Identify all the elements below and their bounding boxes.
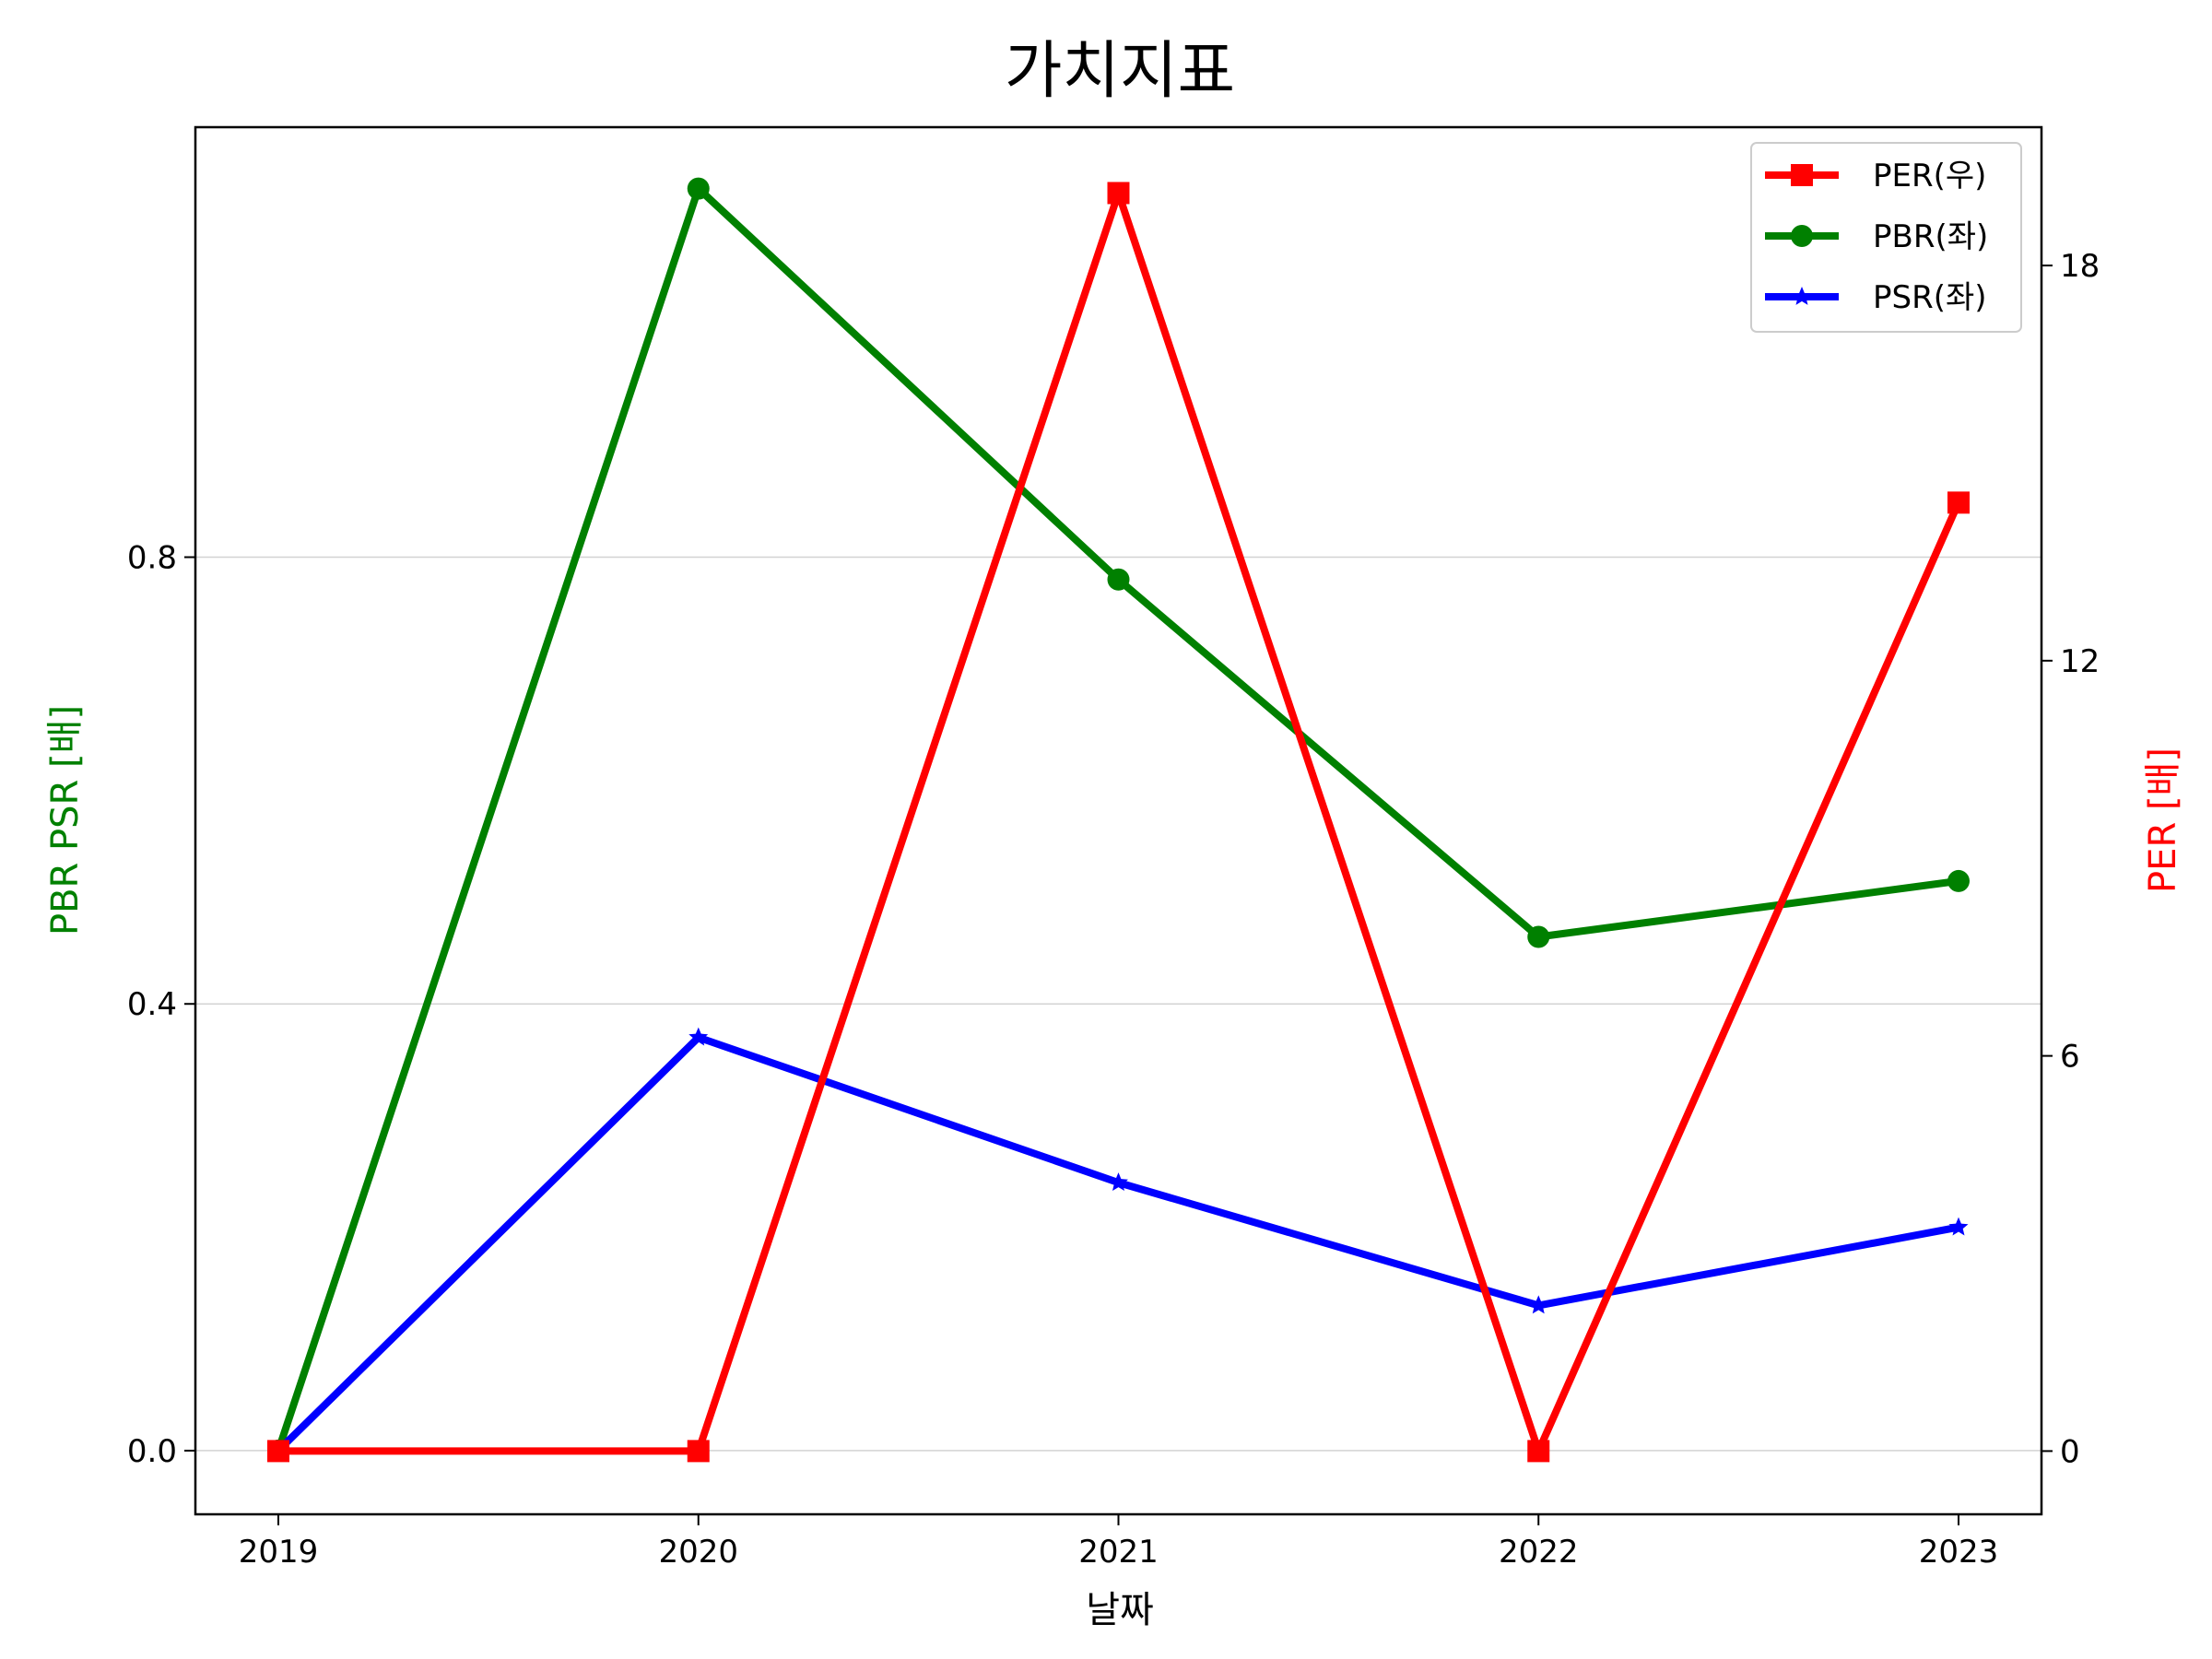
data-point-pbr <box>1947 869 1970 892</box>
data-point-psr <box>688 1027 709 1046</box>
legend-label-psr: PSR(좌) <box>1873 279 1987 316</box>
data-point-pbr <box>687 177 710 200</box>
data-point-pbr <box>1107 568 1130 591</box>
data-point-psr <box>1109 1172 1128 1191</box>
right-y-axis-label: PER [배] <box>2142 747 2184 893</box>
legend-box <box>1750 142 2022 333</box>
series-pbr <box>267 177 1970 1462</box>
left-y-tick-label: 0.0 <box>127 1433 177 1470</box>
legend-marker-pbr <box>1791 225 1813 247</box>
legend-entries: PER(우) PBR(좌) PSR(좌) <box>1765 158 1988 316</box>
x-tick-label: 2019 <box>239 1534 319 1571</box>
legend-marker-psr <box>1792 287 1812 305</box>
data-point-per <box>1527 1440 1550 1463</box>
right-y-tick-label: 0 <box>2060 1433 2080 1470</box>
chart-title: 가치지표 <box>1005 35 1235 108</box>
x-tick-label: 2020 <box>658 1534 738 1571</box>
right-y-tick-label: 18 <box>2060 248 2100 285</box>
right-y-axis: 0 6 12 18 <box>2041 248 2100 1470</box>
x-axis-label: 날짜 <box>1086 1589 1154 1631</box>
left-y-tick-label: 0.8 <box>127 540 177 577</box>
legend-label-per: PER(우) <box>1873 158 1986 194</box>
data-point-pbr <box>1527 925 1550 948</box>
legend-label-pbr: PBR(좌) <box>1873 218 1988 255</box>
data-point-psr <box>1948 1217 1969 1236</box>
left-y-axis: 0.0 0.4 0.8 <box>127 540 195 1470</box>
series-per <box>267 182 1970 1463</box>
data-point-psr <box>1528 1295 1548 1314</box>
series-layer <box>267 177 1970 1463</box>
right-y-tick-label: 12 <box>2060 643 2100 680</box>
legend: PER(우) PBR(좌) PSR(좌) <box>1750 142 2022 333</box>
x-tick-label: 2022 <box>1499 1534 1579 1571</box>
right-y-tick-label: 6 <box>2060 1039 2080 1076</box>
x-axis: 2019 2020 2021 2022 2023 <box>239 1514 1999 1571</box>
data-point-per <box>1947 491 1970 514</box>
data-point-per <box>267 1440 289 1463</box>
legend-marker-per <box>1791 164 1813 186</box>
x-tick-label: 2023 <box>1919 1534 1999 1571</box>
x-tick-label: 2021 <box>1078 1534 1159 1571</box>
data-point-per <box>1107 182 1130 205</box>
left-y-tick-label: 0.4 <box>127 986 177 1023</box>
data-point-per <box>687 1440 710 1463</box>
left-y-axis-label: PBR PSR [배] <box>44 705 87 935</box>
